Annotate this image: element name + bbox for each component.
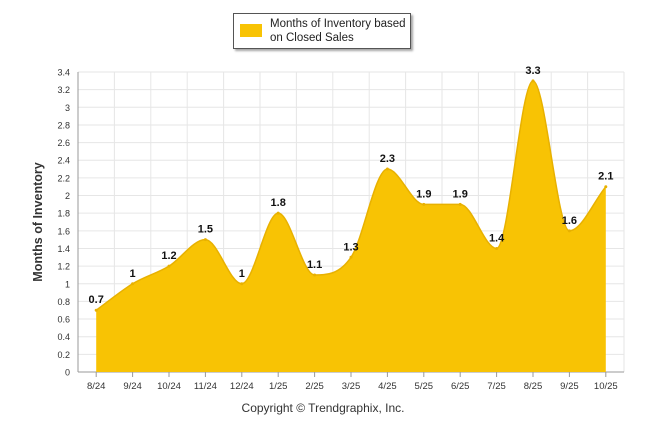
- data-point: [131, 282, 135, 286]
- data-point: [276, 211, 280, 215]
- y-tick-label: 1.2: [57, 262, 70, 272]
- data-label: 1.8: [271, 197, 286, 209]
- data-label: 1.3: [343, 241, 358, 253]
- data-point: [167, 264, 171, 268]
- y-tick-label: 0.8: [57, 297, 70, 307]
- legend-label: Months of Inventory based on Closed Sale…: [270, 17, 410, 45]
- x-tick-label: 9/24: [123, 381, 142, 392]
- data-label: 1.4: [489, 232, 505, 244]
- data-point: [94, 308, 98, 312]
- data-point: [422, 202, 426, 206]
- data-point: [240, 282, 244, 286]
- data-label: 1.6: [562, 215, 577, 227]
- y-tick-label: 2.6: [57, 138, 70, 148]
- x-tick-label: 12/24: [230, 381, 254, 392]
- data-label: 1.2: [161, 250, 176, 262]
- x-tick-label: 3/25: [342, 381, 361, 392]
- data-label: 1.5: [198, 224, 213, 236]
- x-tick-label: 11/24: [194, 381, 217, 392]
- series-area: [96, 80, 606, 372]
- x-tick-label: 10/25: [594, 381, 618, 392]
- y-tick-label: 0.6: [57, 315, 70, 325]
- data-label: 1.9: [453, 188, 468, 200]
- y-tick-label: 2.4: [57, 156, 70, 166]
- y-tick-label: 2.8: [57, 120, 70, 130]
- legend-line-2: on Closed Sales: [270, 32, 354, 44]
- y-tick-label: 0.2: [57, 350, 70, 360]
- data-point: [458, 202, 462, 206]
- data-point: [604, 185, 608, 189]
- y-tick-label: 1.4: [57, 244, 70, 254]
- y-tick-label: 1.6: [57, 226, 70, 236]
- y-tick-label: 2: [65, 191, 70, 201]
- x-tick-label: 8/24: [87, 381, 106, 392]
- legend: Months of Inventory based on Closed Sale…: [233, 13, 411, 49]
- y-tick-label: 3.2: [57, 85, 70, 95]
- data-label: 1: [130, 268, 136, 280]
- data-point: [495, 246, 499, 250]
- data-point: [313, 273, 317, 277]
- legend-swatch: [240, 24, 262, 37]
- x-tick-label: 4/25: [378, 381, 397, 392]
- y-tick-label: 0.4: [57, 332, 70, 342]
- x-tick-label: 1/25: [269, 381, 288, 392]
- y-axis-title: Months of Inventory: [31, 162, 45, 281]
- data-label: 1.9: [416, 188, 431, 200]
- data-label: 1.1: [307, 259, 322, 271]
- legend-line-1: Months of Inventory based: [270, 18, 406, 30]
- data-label: 0.7: [89, 294, 104, 306]
- data-point: [349, 255, 353, 259]
- y-tick-label: 3.4: [57, 68, 70, 78]
- x-tick-label: 6/25: [451, 381, 470, 392]
- data-label: 2.3: [380, 153, 395, 165]
- data-point: [531, 79, 535, 83]
- data-point: [203, 238, 207, 242]
- x-tick-label: 2/25: [305, 381, 324, 392]
- data-label: 3.3: [525, 65, 540, 77]
- data-label: 1: [239, 268, 245, 280]
- copyright-text: Copyright © Trendgraphix, Inc.: [241, 401, 405, 415]
- data-label: 2.1: [598, 171, 613, 183]
- y-tick-label: 1: [65, 279, 70, 289]
- data-point: [385, 167, 389, 171]
- x-tick-label: 8/25: [524, 381, 543, 392]
- x-tick-label: 7/25: [487, 381, 506, 392]
- data-point: [567, 229, 571, 233]
- y-tick-label: 1.8: [57, 209, 70, 219]
- y-tick-label: 2.2: [57, 173, 70, 183]
- x-tick-label: 9/25: [560, 381, 579, 392]
- y-tick-label: 0: [65, 368, 70, 378]
- y-tick-label: 3: [65, 103, 70, 113]
- x-tick-label: 10/24: [157, 381, 181, 392]
- x-tick-label: 5/25: [415, 381, 434, 392]
